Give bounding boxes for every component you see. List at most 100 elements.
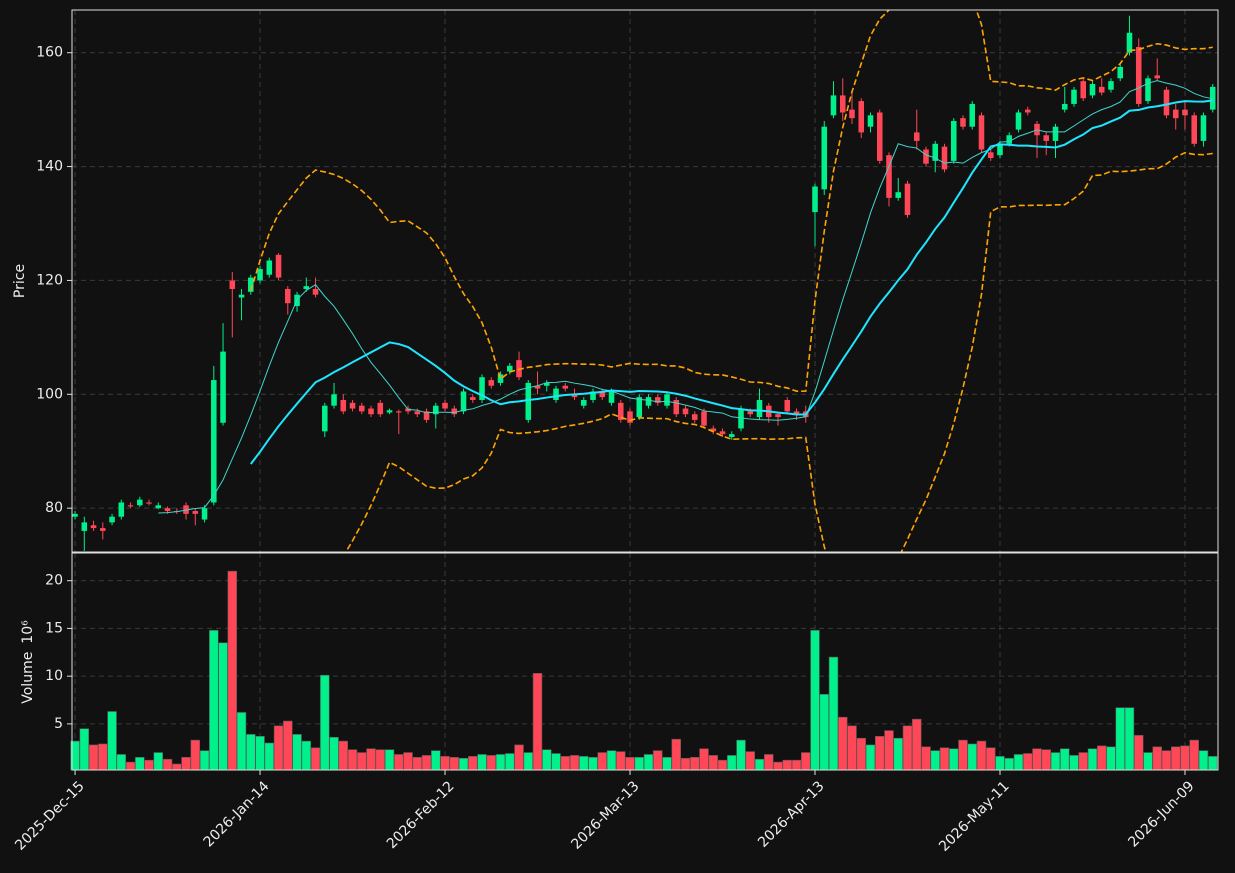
volume-bar <box>394 754 404 771</box>
volume-bar <box>162 758 173 771</box>
volume-axis-label: Volume 10⁶ <box>20 620 36 704</box>
volume-bar <box>486 755 497 771</box>
y-tick-label: 160 <box>36 45 63 61</box>
volume-bar <box>135 757 145 771</box>
volume-bar <box>421 755 432 771</box>
volume-bar <box>1180 745 1190 771</box>
candle-body <box>1098 86 1105 93</box>
volume-bar <box>1124 707 1135 771</box>
candle-body <box>275 254 282 278</box>
volume-bar <box>440 756 450 771</box>
candle-body <box>1117 66 1124 79</box>
volume-bar <box>782 759 792 771</box>
volume-bar <box>690 757 700 771</box>
volume-bar <box>172 763 182 771</box>
volume-bar <box>144 759 154 771</box>
y-tick-label: 140 <box>36 159 63 175</box>
volume-bar <box>939 747 950 771</box>
candle-body <box>525 382 532 420</box>
candle-body <box>1172 109 1179 119</box>
volume-bar <box>1050 752 1061 771</box>
volume-bar <box>791 759 802 771</box>
candle-body <box>1108 81 1114 90</box>
volume-bar <box>505 753 515 771</box>
candle-body <box>719 431 726 435</box>
volume-bar <box>801 752 811 771</box>
candle-body <box>479 377 485 400</box>
candle-body <box>1154 75 1161 79</box>
candle-body <box>359 405 365 412</box>
candle-body <box>1071 89 1077 104</box>
y-tick-label: 100 <box>36 386 63 402</box>
volume-bar <box>1004 757 1014 771</box>
volume-bar <box>680 757 691 771</box>
candle-body <box>728 434 735 437</box>
y-tick-label: 120 <box>36 272 63 288</box>
candle-body <box>451 408 458 415</box>
volume-bar <box>1059 748 1070 771</box>
volume-bar <box>236 712 247 771</box>
x-tick-label: 2026-May-11 <box>936 778 1013 855</box>
candle-body <box>127 505 134 507</box>
candle-body <box>913 132 920 141</box>
volume-bar <box>764 754 774 771</box>
volume-bar <box>1096 745 1107 771</box>
candle-body <box>460 391 467 412</box>
candle-body <box>285 288 291 304</box>
volume-bar <box>310 747 321 771</box>
volume-bar <box>875 735 885 771</box>
x-tick-label: 2026-Apr-13 <box>755 778 828 851</box>
volume-bar <box>107 711 117 771</box>
volume-bar <box>273 725 284 771</box>
volume-bar <box>181 757 191 771</box>
candle-body <box>220 351 226 423</box>
volume-bar <box>662 757 672 771</box>
candle-body <box>812 186 818 213</box>
candle-body <box>414 411 421 415</box>
volume-bar <box>514 744 524 771</box>
volume-bar <box>209 630 219 771</box>
moving-average <box>249 99 1213 465</box>
candle-body <box>701 411 707 426</box>
candle-body <box>682 408 689 415</box>
candle-body <box>229 280 236 289</box>
volume-bar <box>190 739 201 771</box>
candle-body <box>396 411 402 413</box>
candle-body <box>636 397 643 418</box>
candle-body <box>691 414 698 420</box>
volume-bar <box>523 752 534 771</box>
volume-bar <box>1170 746 1181 771</box>
candle-body <box>599 391 606 398</box>
volume-bar <box>255 735 265 771</box>
volume-bar <box>625 757 635 771</box>
candle-body <box>72 513 78 517</box>
candle-body <box>608 391 615 403</box>
volume-bar <box>560 756 571 771</box>
volume-bar <box>412 757 423 771</box>
candle-body <box>571 394 578 398</box>
x-tick-label: 2025-Dec-15 <box>12 778 87 853</box>
candle-body <box>664 394 670 406</box>
candle-body <box>969 103 976 127</box>
volume-bar <box>301 740 312 771</box>
candle-body <box>442 402 448 409</box>
volume-bar <box>699 748 709 771</box>
volume-bar <box>218 642 228 771</box>
volume-bar <box>597 752 608 771</box>
candle-body <box>1089 84 1096 96</box>
candle-body <box>164 508 171 512</box>
candle-body <box>886 155 892 198</box>
volume-bar <box>634 757 645 771</box>
candle-body <box>775 414 781 418</box>
volume-bar <box>727 755 737 771</box>
volume-bar <box>1161 750 1172 771</box>
candle-body <box>183 505 189 514</box>
volume-bar <box>1087 748 1098 771</box>
candle-body <box>849 109 855 119</box>
candle-body <box>201 508 208 520</box>
x-tick-label: 2026-Mar-13 <box>568 778 642 852</box>
candle-body <box>146 502 152 504</box>
candle-body <box>858 101 865 133</box>
volume-bar <box>375 749 386 771</box>
candle-body <box>562 385 569 389</box>
